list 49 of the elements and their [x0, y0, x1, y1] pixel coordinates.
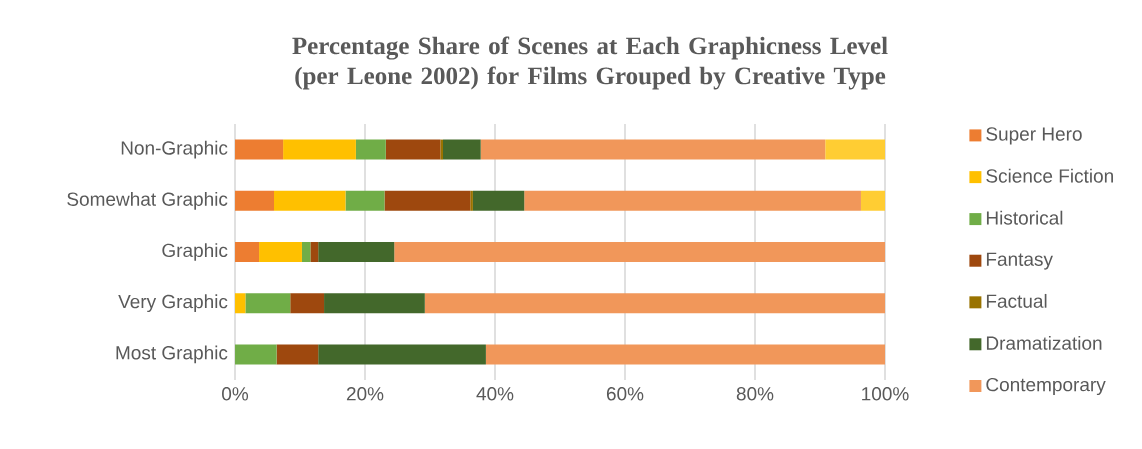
bar: [470, 190, 473, 211]
x-tick-label: 0%: [222, 387, 249, 401]
bar: [235, 344, 277, 365]
legend-label: Super Hero: [986, 127, 1082, 145]
bar: [355, 139, 386, 160]
bar: [235, 241, 260, 262]
bar: [274, 190, 346, 211]
legend-label: Historical: [986, 210, 1063, 225]
bar: [283, 139, 356, 160]
bar: [345, 190, 385, 211]
bar: [301, 241, 311, 262]
bar: [524, 190, 861, 211]
bar: [394, 241, 885, 262]
bar: [310, 241, 319, 262]
bar: [480, 139, 826, 160]
bar: [443, 139, 481, 160]
y-tick-label: Somewhat Graphic: [67, 191, 228, 210]
bar: [424, 293, 885, 314]
bar: [235, 190, 275, 211]
bar: [245, 293, 291, 314]
bar: [440, 139, 444, 160]
bar: [485, 344, 885, 365]
bar: [860, 190, 885, 211]
bar: [259, 241, 302, 262]
bar: [324, 293, 425, 314]
x-tick-label: 40%: [476, 387, 514, 401]
legend-label: Contemporary: [986, 377, 1106, 396]
bar: [472, 190, 525, 211]
bar: [290, 293, 325, 314]
x-tick-label: 20%: [346, 387, 384, 401]
bar: [825, 139, 885, 160]
y-tick-label: Non-Graphic: [121, 140, 228, 159]
y-tick-label: Most Graphic: [116, 345, 228, 364]
bar: [384, 190, 471, 211]
chart-title: Percentage Share of Scenes at Each Graphicness Level (per Leone 2002) for Films Grouped by Creative Type: [292, 36, 888, 90]
bar: [276, 344, 319, 365]
bar: [385, 139, 441, 160]
x-tick-label: 100%: [862, 387, 909, 401]
legend-label: Dramatization: [986, 335, 1102, 350]
y-tick-label: Graphic: [162, 243, 228, 261]
bar: [318, 241, 395, 262]
legend-label: Fantasy: [986, 252, 1053, 270]
x-tick-label: 80%: [736, 387, 774, 401]
bar: [235, 139, 284, 160]
x-tick-label: 60%: [606, 387, 644, 401]
bar: [318, 344, 486, 365]
legend-label: Factual: [986, 293, 1047, 308]
legend-label: Science Fiction: [986, 168, 1113, 183]
y-tick-label: Very Graphic: [118, 294, 228, 313]
